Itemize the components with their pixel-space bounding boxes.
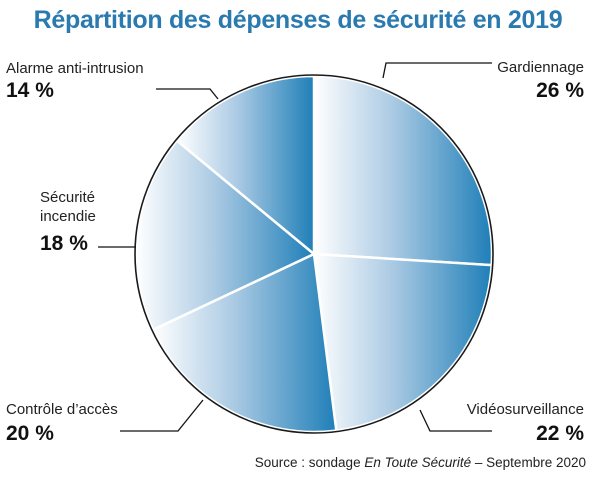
source-note: Source : sondage En Toute Sécurité – Sep… bbox=[254, 455, 586, 470]
slice-value-controle-d-acces: 20 % bbox=[6, 422, 54, 445]
pie-slice-videosurveillance bbox=[312, 252, 493, 432]
slice-value-alarme-anti-intrusion: 14 % bbox=[6, 79, 54, 102]
pie-slice-controle-d-acces bbox=[151, 252, 338, 434]
slice-label-alarme-anti-intrusion: Alarme anti-intrusion bbox=[6, 60, 144, 77]
leader-line-videosurveillance bbox=[419, 409, 492, 432]
slice-label-gardiennage: Gardiennage bbox=[497, 59, 584, 76]
chart-title: Répartition des dépenses de sécurité en … bbox=[33, 6, 563, 34]
pie-slice-alarme-anti-intrusion bbox=[175, 74, 316, 257]
leader-line-gardiennage bbox=[382, 62, 492, 79]
slice-label-controle-d-acces: Contrôle d’accès bbox=[6, 401, 118, 418]
pie-slice-securite-incendie bbox=[134, 138, 317, 332]
slice-value-videosurveillance: 22 % bbox=[536, 422, 584, 445]
leader-line-controle-d-acces bbox=[120, 399, 204, 432]
pie-outline bbox=[134, 74, 494, 434]
pie-slice-gardiennage bbox=[312, 74, 494, 267]
slice-label-securite-incendie: Sécurité incendie bbox=[40, 189, 96, 225]
leader-line-alarme-anti-intrusion bbox=[156, 88, 219, 100]
slice-label-videosurveillance: Vidéosurveillance bbox=[467, 401, 584, 418]
slice-value-gardiennage: 26 % bbox=[536, 79, 584, 102]
slice-value-securite-incendie: 18 % bbox=[40, 232, 88, 255]
